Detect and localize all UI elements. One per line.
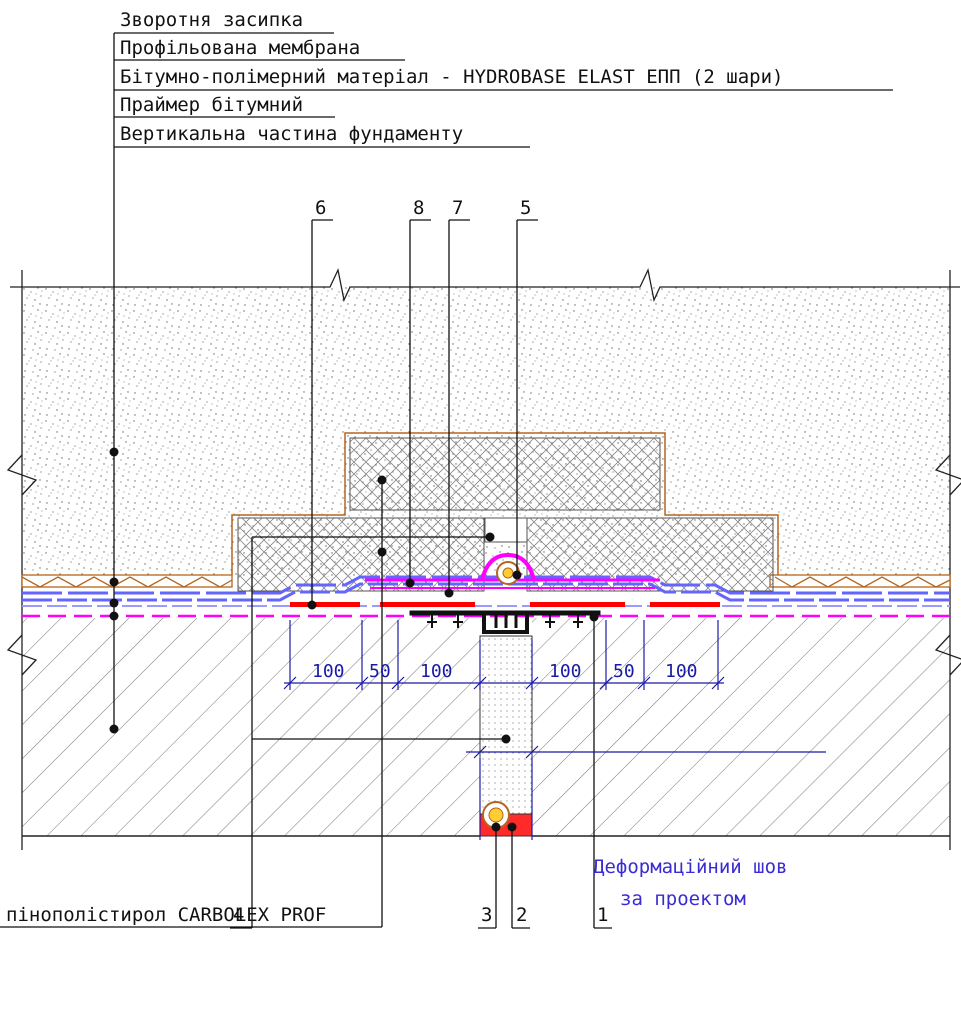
callout-2: 2 — [516, 904, 527, 926]
joint-gap-filler — [479, 635, 533, 837]
callout-5: 5 — [520, 197, 531, 219]
callout-8: 8 — [413, 197, 424, 219]
ground-line — [6, 267, 961, 850]
top-callout-leaders — [311, 219, 538, 605]
joint-note-line2: за проектом — [620, 888, 746, 910]
layer-label-profiled-membrane: Профільована мембрана — [120, 37, 360, 59]
callout-7: 7 — [452, 197, 463, 219]
layer-label-primer: Праймер бітумний — [120, 94, 303, 116]
red-sealing-tape — [290, 602, 720, 607]
dim-50-left: 50 — [369, 661, 391, 682]
dim-50-right: 50 — [613, 661, 635, 682]
callout-3: 3 — [481, 904, 492, 926]
bottom-callout-dots — [377, 475, 599, 832]
callout-4: 4 — [233, 904, 244, 926]
dim-100-center-left: 100 — [420, 661, 453, 682]
layer-label-foundation: Вертикальна частина фундаменту — [120, 123, 463, 145]
top-callout-dots — [307, 570, 522, 610]
compensator-loop — [480, 552, 536, 585]
dim-100-right: 100 — [665, 661, 698, 682]
callout-6: 6 — [315, 197, 326, 219]
expansion-profile — [409, 610, 601, 634]
profiled-membrane — [21, 432, 951, 588]
callout-1: 1 — [597, 904, 608, 926]
layer-leader-dots — [109, 447, 119, 734]
dim-100-center-right: 100 — [549, 661, 582, 682]
foundation-concrete — [22, 618, 950, 837]
layer-label-backfill: Зворотня засипка — [120, 9, 303, 31]
dimension-lines — [283, 620, 826, 840]
insulation-label: пінополістирол CARBOLEX PROF — [6, 904, 326, 926]
joint-note-line1: Деформаційний шов — [593, 856, 787, 878]
layer-label-bitumen-membrane: Бітумно-полімерний матеріал - HYDROBASE … — [120, 66, 783, 88]
dim-100-left: 100 — [312, 661, 345, 682]
